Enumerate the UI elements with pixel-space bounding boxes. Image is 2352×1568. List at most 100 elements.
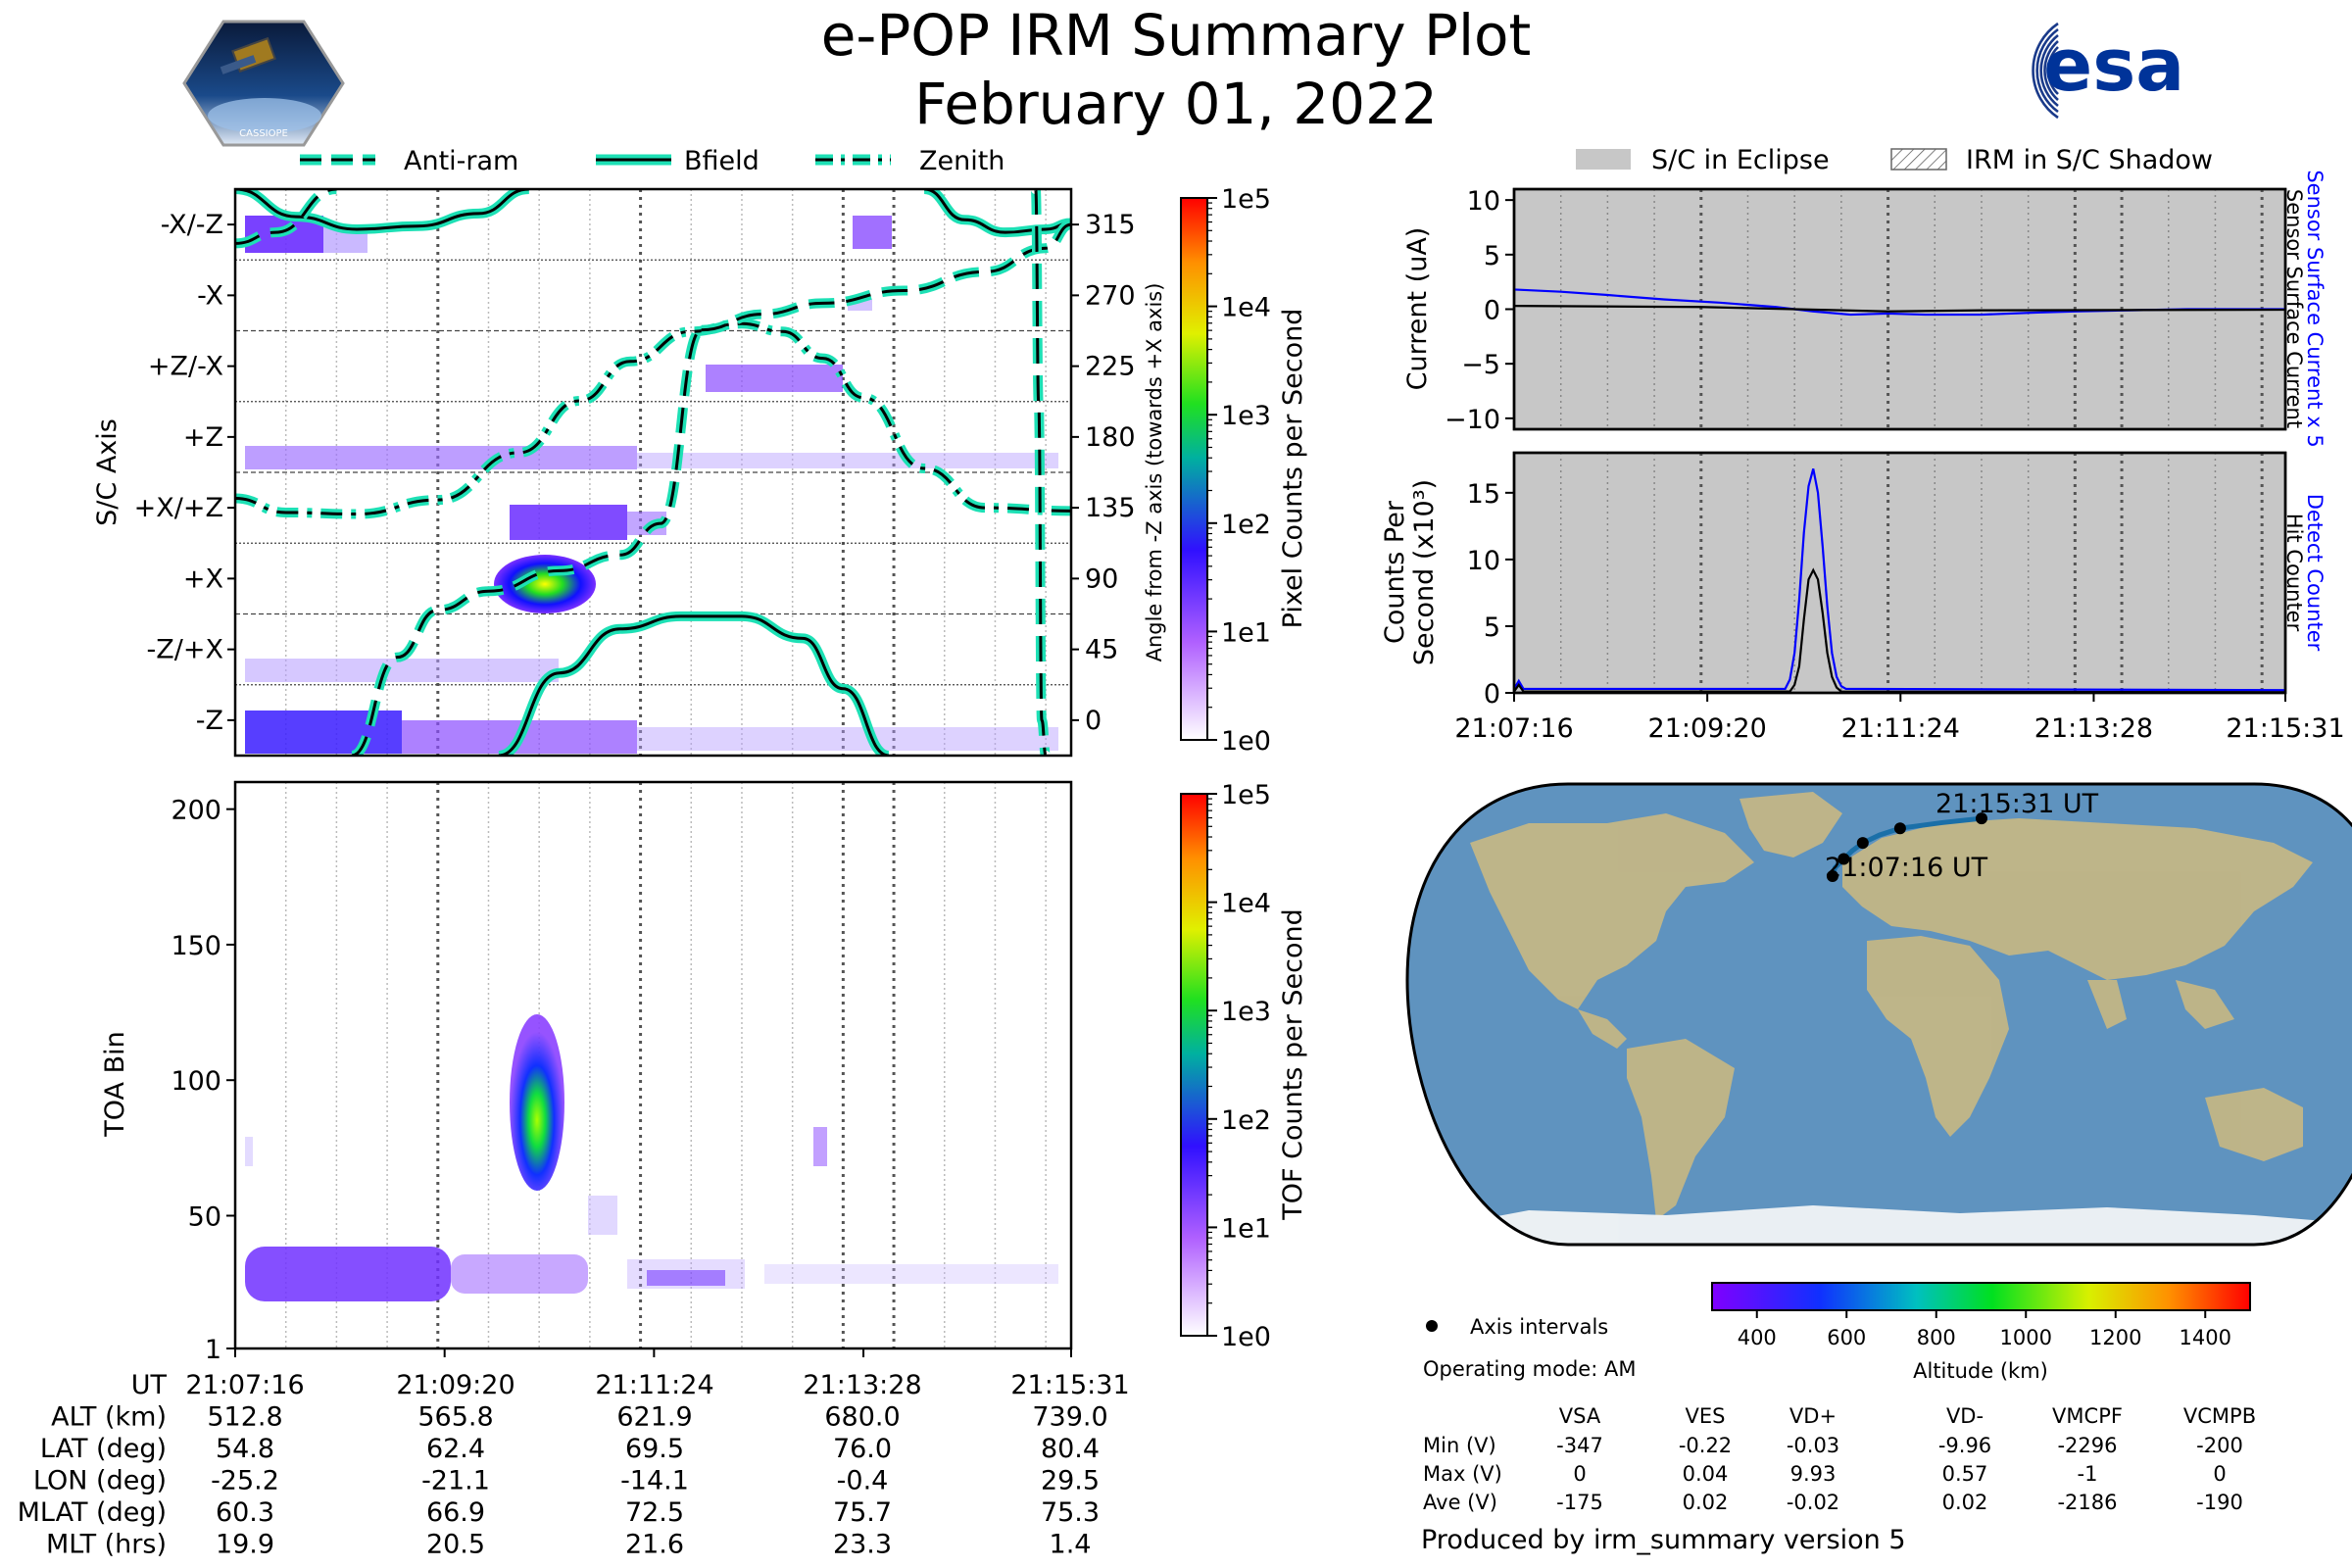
voltage-cell: -1 [2078,1462,2098,1486]
esa-logo: esa [2032,22,2184,120]
counts-series-black-label: Hit Counter [2282,514,2306,632]
time-table-cell: 565.8 [417,1402,493,1433]
legend-anti-ram: Anti-ram [404,146,518,176]
category-label: -Z/+X [147,635,223,665]
category-label: -X/-Z [161,210,223,240]
y-tick-label: 5 [1484,612,1500,643]
colorbar-tick-label: 1e0 [1221,1322,1271,1352]
time-table-cell: 69.5 [625,1434,684,1464]
page-date: February 01, 2022 [914,71,1438,137]
time-table-cell: 680.0 [824,1402,900,1433]
time-table-cell: -21.1 [421,1466,490,1496]
time-table-cell: 72.5 [625,1497,684,1528]
tof-colorbar-label: TOF Counts per Second [1278,908,1308,1221]
curve-zenith [235,321,1071,516]
y-tick-label: 0 [1484,296,1500,326]
y-tick-label: −10 [1445,405,1500,435]
colorbar-tick-label: 1e3 [1221,401,1271,431]
toa-panel-ylabel: TOA Bin [100,1031,130,1137]
orbit-interval-dot [1856,837,1869,850]
time-table-row-label: MLT (hrs) [46,1530,167,1560]
counts-series-blue-label: Detect Counter [2303,494,2327,652]
category-label: +X [183,564,223,594]
orbit-interval-dot [1976,812,1988,825]
y-tick-label: 10 [1467,186,1500,217]
time-table-cell: 75.3 [1041,1497,1100,1528]
altitude-colorbar: 400 600 800 1000 1200 1400 Altitude (km) [1711,1282,2251,1383]
series-detect-counter [1513,468,2286,692]
time-table-cell: 21:11:24 [595,1370,713,1400]
category-label: +X/+Z [134,493,223,523]
right-tick-label: 135 [1085,493,1136,523]
legend-bfield: Bfield [684,146,760,176]
category-label: +Z/-X [148,352,223,382]
operating-mode: Operating mode: AM [1423,1357,1636,1381]
time-table-cell: -14.1 [620,1466,689,1496]
voltage-column-header: VMCPF [2052,1404,2123,1428]
voltage-column-header: VES [1686,1404,1726,1428]
voltage-cell: 0.02 [1942,1491,1988,1514]
curve-bfield [923,189,1071,234]
time-table-cell: 621.9 [616,1402,692,1433]
category-label: +Z [183,422,223,453]
voltage-cell: 0 [2213,1462,2226,1486]
time-table-cell: 54.8 [216,1434,274,1464]
curve-anti-ram [351,328,703,756]
orbit-interval-dot [1826,869,1838,882]
voltage-cell: -175 [1556,1491,1603,1514]
time-table-cell: 20.5 [426,1530,485,1560]
altitude-tick-label: 600 [1827,1326,1866,1349]
time-table-cell: 66.9 [426,1497,485,1528]
y-tick-label: 100 [171,1066,221,1097]
orbit-interval-dot [1838,853,1850,865]
voltage-row-label: Max (V) [1423,1462,1502,1486]
altitude-tick-label: 800 [1917,1326,1956,1349]
time-table-cell: 60.3 [216,1497,274,1528]
axis-panel: -X/-Z -X +Z/-X +Z +X/+Z +X -Z/+X -Z 315 270 225 18… [92,187,1166,758]
orbit-track [1826,812,1988,882]
voltage-column-header: VD+ [1789,1404,1837,1428]
curve-anti-ram [235,189,337,245]
page-title: e-POP IRM Summary Plot [821,2,1532,69]
colorbar-tick-label: 1e2 [1221,510,1271,540]
orbit-end-label: 21:15:31 UT [1936,789,2099,819]
eclipse-legend: S/C in Eclipse IRM in S/C Shadow [1576,145,2213,175]
voltage-cell: 0.02 [1683,1491,1729,1514]
colorbar-tick-label: 1e4 [1221,889,1271,919]
time-table-cell: 1.4 [1050,1530,1092,1560]
legend-zenith: Zenith [919,146,1004,176]
voltage-cell: -190 [2196,1491,2243,1514]
axis-panel-curves [235,189,1071,756]
x-tick-label: 21:07:16 [1454,713,1573,744]
pixel-colorbar-label: Pixel Counts per Second [1278,309,1308,629]
time-table-row-label: LAT (deg) [40,1434,167,1464]
time-table-cell: 23.3 [833,1530,892,1560]
voltage-cell: -2186 [2057,1491,2117,1514]
right-tick-label: 270 [1085,280,1136,311]
series-sensor-surface-current [1513,305,2286,313]
y-tick-label: 1 [205,1335,221,1365]
category-label: -X [197,280,223,311]
category-label: -Z [196,706,223,736]
voltage-cell: 0.57 [1942,1462,1988,1486]
right-tick-label: 225 [1085,352,1136,382]
x-tick-label: 21:15:31 [2226,713,2344,744]
cassiope-logo: CASSIOPE [182,20,345,147]
tof-colorbar: 1e5 1e4 1e3 1e2 1e1 1e0 TOF Counts per Second [1180,780,1308,1352]
voltage-cell: -0.03 [1787,1434,1839,1457]
voltage-cell: 0.04 [1683,1462,1729,1486]
curve-bfield [235,189,529,231]
time-table-cell: 75.7 [833,1497,892,1528]
altitude-tick-label: 1400 [2180,1326,2231,1349]
colorbar-tick-label: 1e3 [1221,997,1271,1027]
counts-panel-ylabel-2: Second (x10³) [1409,479,1440,665]
time-table-cell: 21.6 [625,1530,684,1560]
voltage-cell: -2296 [2057,1434,2117,1457]
time-table: UT 21:07:16 21:09:20 21:11:24 21:13:28 21:15:… [18,1370,1130,1560]
y-tick-label: 50 [188,1201,221,1232]
time-table-cell: 62.4 [426,1434,485,1464]
current-series-black-label: Sensor Surface Current [2282,189,2306,428]
voltage-column-header: VSA [1559,1404,1601,1428]
time-table-row-label: MLAT (deg) [18,1497,167,1528]
time-table-cell: 19.9 [216,1530,274,1560]
